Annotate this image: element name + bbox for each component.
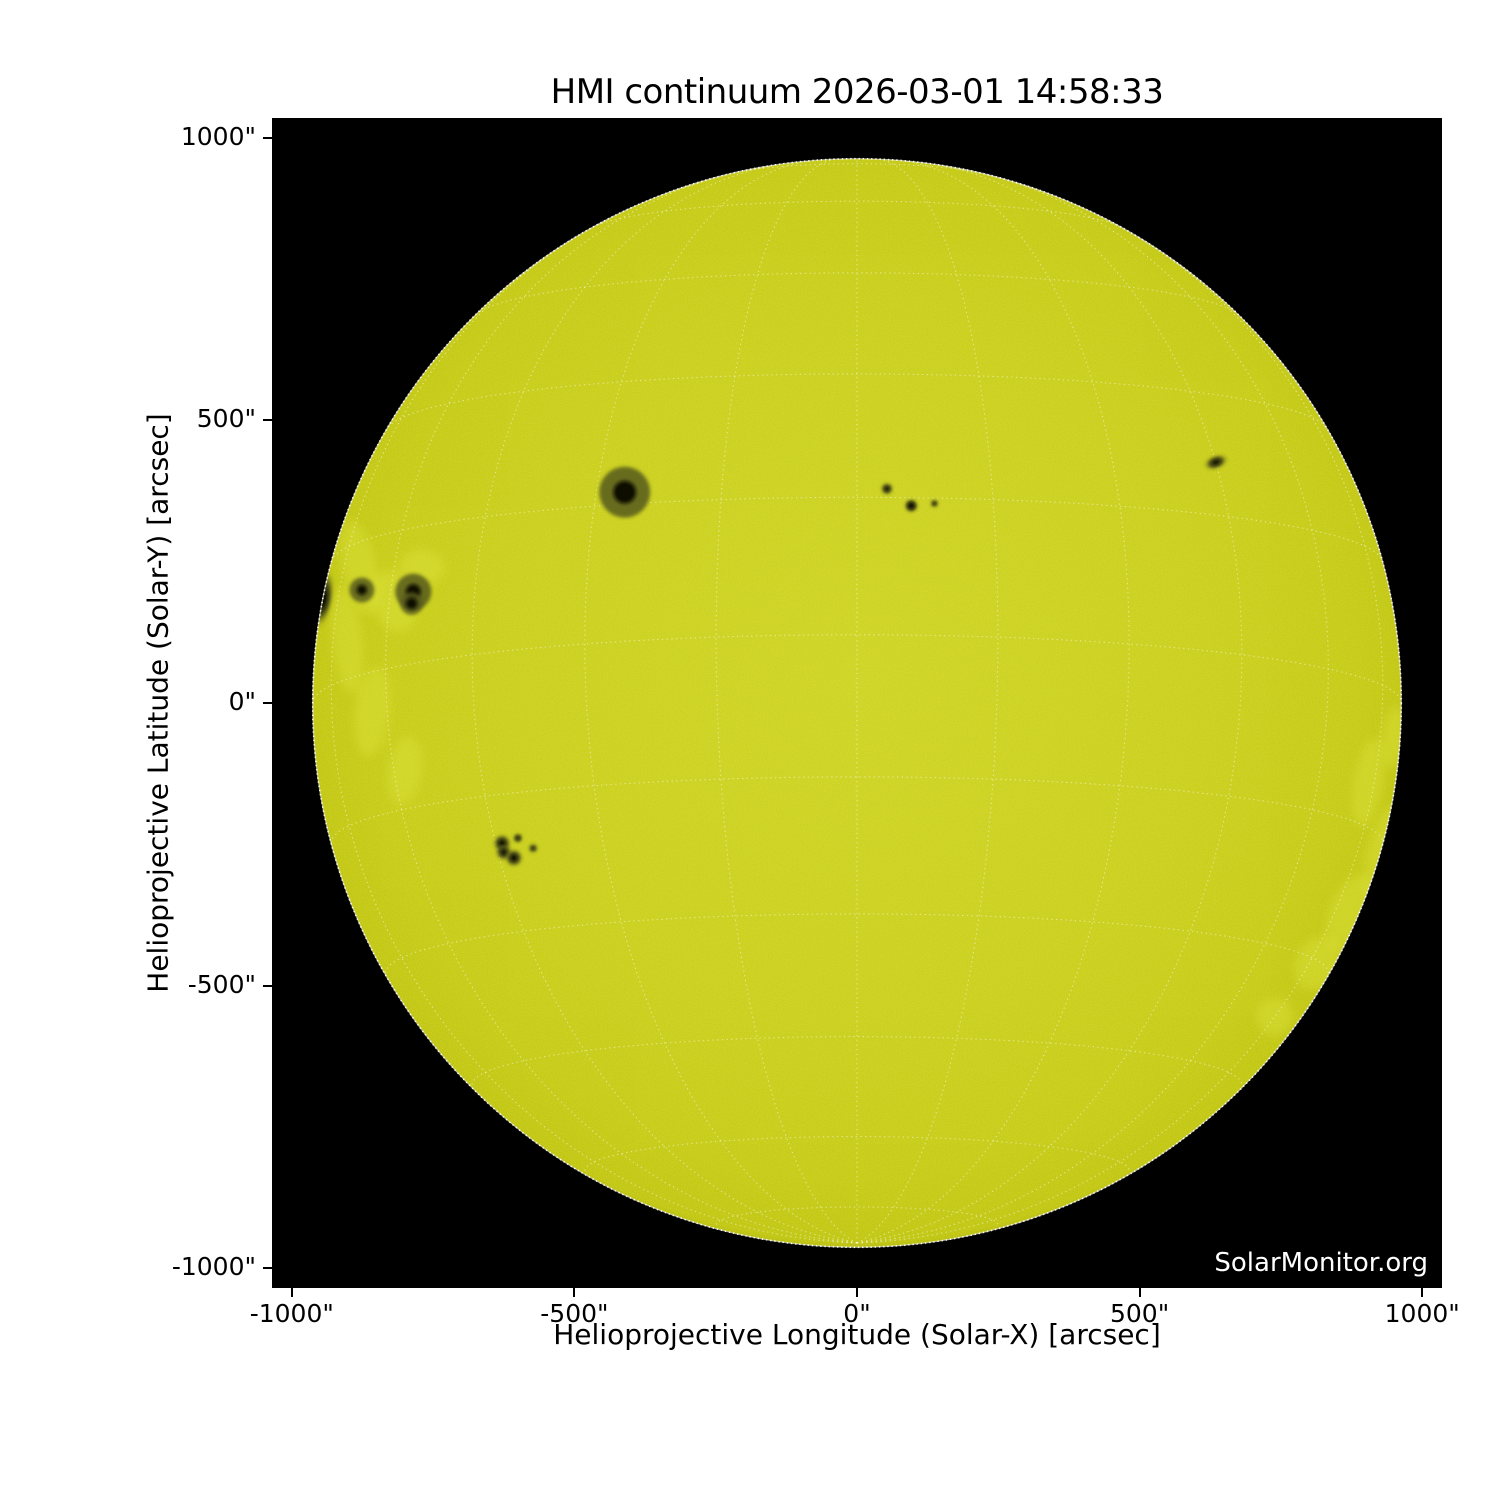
solar-disk-image xyxy=(311,157,1403,1249)
latitude-line xyxy=(330,776,1384,843)
sunspot-umbra xyxy=(531,846,535,850)
sunspot-umbra xyxy=(1210,458,1222,466)
chart-title: HMI continuum 2026-03-01 14:58:33 xyxy=(550,72,1164,112)
x-tick-label: 0" xyxy=(843,1299,871,1328)
granulation-texture xyxy=(312,158,1402,1248)
y-tick-mark xyxy=(263,984,272,987)
y-tick-label: 500" xyxy=(196,404,256,434)
sunspot-umbra xyxy=(613,480,636,504)
sunspot xyxy=(513,834,522,843)
x-tick-mark xyxy=(1138,1288,1141,1297)
sunspot xyxy=(931,500,938,507)
limb-outline xyxy=(311,157,1403,1249)
facula-patch xyxy=(388,737,422,805)
sunspot-umbra xyxy=(907,501,916,510)
sunspot-umbra xyxy=(884,485,890,492)
latitude-line xyxy=(387,373,1327,428)
y-tick-mark xyxy=(263,1267,272,1270)
facula-patch xyxy=(354,666,390,757)
y-tick-label: 1000" xyxy=(180,121,256,151)
sunspot xyxy=(881,483,893,494)
sunspot-umbra xyxy=(356,584,367,596)
y-tick-mark xyxy=(263,702,272,704)
sunspot-umbra xyxy=(932,501,937,506)
meridian-line xyxy=(471,164,858,1244)
y-tick-label: -1000" xyxy=(171,1252,256,1282)
x-tick-label: -500" xyxy=(540,1299,609,1328)
sunspot xyxy=(506,850,522,866)
x-tick-label: 500" xyxy=(1109,1299,1170,1328)
limb-dotted-ring xyxy=(311,157,1403,1249)
x-tick-mark xyxy=(573,1288,576,1297)
latitude-line xyxy=(331,496,1383,562)
meridian-line xyxy=(856,173,1329,1244)
heliographic-graticule xyxy=(312,158,1402,1244)
facula-patch xyxy=(1352,737,1385,827)
plot-area: SolarMonitor.org xyxy=(272,118,1442,1288)
latitude-line xyxy=(584,1136,1130,1171)
y-tick-mark xyxy=(263,136,272,139)
y-tick-label: 0" xyxy=(228,687,256,716)
latitude-line xyxy=(734,163,980,174)
sunspot xyxy=(905,500,917,512)
x-axis-title: Helioprojective Longitude (Solar-X) [arc… xyxy=(553,1318,1161,1351)
facula-patch xyxy=(331,587,363,695)
sunspot-umbra xyxy=(500,848,508,856)
x-tick-label: -1000" xyxy=(249,1299,334,1328)
sunspot xyxy=(349,577,375,603)
latitude-line xyxy=(475,272,1239,315)
x-tick-label: 1000" xyxy=(1384,1299,1460,1328)
x-tick-mark xyxy=(856,1288,858,1297)
meridian-line xyxy=(385,173,858,1244)
sunspot-umbra xyxy=(498,839,506,848)
y-tick-mark xyxy=(263,419,272,422)
meridian-line xyxy=(856,160,1130,1244)
x-tick-mark xyxy=(290,1288,293,1297)
watermark: SolarMonitor.org xyxy=(1214,1248,1428,1278)
facula-patch xyxy=(1256,997,1294,1036)
sunspot xyxy=(1207,456,1225,469)
sunspot xyxy=(529,844,538,853)
meridian-line xyxy=(856,164,1243,1244)
y-tick-label: -500" xyxy=(187,969,256,999)
sunspot-umbra xyxy=(405,597,418,610)
sunspot-umbra xyxy=(515,835,521,841)
sunspot-umbra xyxy=(509,853,518,862)
x-tick-mark xyxy=(1421,1288,1424,1297)
sunspot xyxy=(400,592,423,615)
sunspot xyxy=(599,466,651,518)
meridian-line xyxy=(584,160,858,1244)
